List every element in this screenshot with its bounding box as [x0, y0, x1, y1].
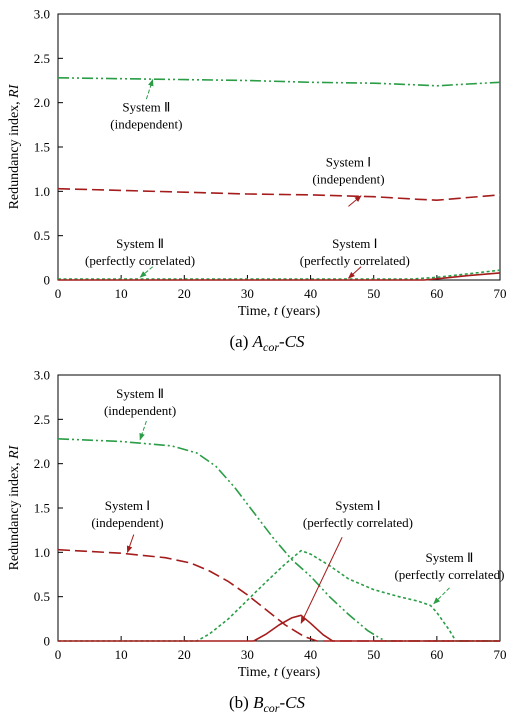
x-axis-label-suffix: (years) [278, 665, 321, 680]
x-tick-label: 50 [367, 286, 380, 301]
x-tick-label: 50 [367, 647, 380, 662]
caption-main: B [253, 693, 264, 712]
x-axis-label: Time, t (years) [238, 304, 321, 319]
x-tick-label: 40 [304, 647, 317, 662]
annotation-text: (independent) [110, 117, 182, 132]
annotation: System Ⅱ (perfectly correlated) [85, 236, 195, 278]
caption-tail: -CS [279, 693, 305, 712]
annotation-text: (perfectly correlated) [394, 567, 504, 582]
x-tick-label: 20 [178, 647, 191, 662]
y-axis-label-var: RI [7, 83, 22, 99]
annotation-arrow [433, 587, 450, 605]
y-tick-label: 2.0 [34, 95, 50, 110]
y-tick-label: 2.5 [34, 51, 50, 66]
annotation: System Ⅰ (independent) [91, 498, 164, 553]
panel-caption: (b) Bcor-CS [229, 693, 305, 715]
series-line-sys2_ind [57, 438, 500, 642]
y-tick-label: 0 [44, 634, 51, 649]
annotation-arrow [126, 534, 135, 553]
y-axis-label: Redundancy index, RI [7, 83, 22, 209]
panel-caption: (a) Acor-CS [229, 332, 305, 354]
annotation-text: (perfectly correlated) [300, 253, 410, 268]
x-tick-label: 20 [178, 286, 191, 301]
x-axis-label-var: t [274, 304, 279, 319]
y-axis-label-prefix: Redundancy index, [7, 98, 22, 210]
x-tick-label: 0 [55, 286, 62, 301]
caption-main: A [252, 332, 264, 351]
annotation-text: System Ⅰ [335, 498, 380, 513]
x-axis-label-suffix: (years) [278, 304, 321, 319]
x-tick-label: 0 [55, 647, 62, 662]
annotation-arrow [139, 420, 147, 441]
caption-tail: -CS [279, 332, 305, 351]
caption-subscript: cor [263, 701, 279, 715]
x-axis-label: Time, t (years) [238, 665, 321, 680]
annotation-text: (perfectly correlated) [303, 515, 413, 530]
caption-subscript: cor [263, 340, 279, 354]
annotation-arrow [348, 195, 362, 207]
x-axis-label-prefix: Time, [238, 665, 274, 680]
y-tick-label: 1.5 [34, 501, 50, 516]
annotation: System Ⅰ (perfectly correlated) [300, 498, 413, 624]
annotation-text: System Ⅰ [105, 498, 150, 513]
y-tick-label: 1.5 [34, 140, 50, 155]
chart-panel-1: 0 10 20 30 40 50 60 70 0 0.5 1.0 1.5 2.0 2.5 3.0 Time, … [7, 368, 507, 716]
y-tick-label: 0 [44, 273, 51, 288]
y-tick-label: 1.0 [34, 545, 50, 560]
annotation-text: (independent) [312, 172, 384, 187]
series-line-sys2_cor [58, 549, 500, 642]
y-axis-label-prefix: Redundancy index, [7, 459, 22, 571]
annotation-text: System Ⅰ [326, 155, 371, 170]
annotation-text: (independent) [91, 515, 163, 530]
annotation-arrow [347, 266, 362, 279]
y-axis-label: Redundancy index, RI [7, 444, 22, 570]
y-tick-label: 0.5 [34, 589, 50, 604]
y-tick-label: 3.0 [34, 368, 50, 383]
chart-panel-0: 0 10 20 30 40 50 60 70 0 0.5 1.0 1.5 2.0 2.5 3.0 Time, … [7, 7, 507, 355]
series-line-sys1_cor [58, 272, 501, 281]
annotation-text: System Ⅱ [116, 386, 164, 401]
caption-letter: (b) [229, 693, 253, 712]
x-tick-label: 70 [494, 286, 507, 301]
y-tick-label: 1.0 [34, 184, 50, 199]
annotation-text: System Ⅰ [332, 236, 377, 251]
y-tick-label: 2.5 [34, 412, 50, 427]
annotation: System Ⅰ (independent) [312, 155, 385, 207]
annotation-arrow [145, 78, 154, 100]
annotation-text: System Ⅱ [122, 100, 170, 115]
x-tick-label: 10 [115, 286, 128, 301]
annotation-text: (perfectly correlated) [85, 253, 195, 268]
series-line-sys1_ind [57, 187, 501, 201]
y-tick-label: 3.0 [34, 7, 50, 22]
x-tick-label: 30 [241, 286, 254, 301]
annotation-text: System Ⅱ [116, 236, 164, 251]
x-tick-label: 10 [115, 647, 128, 662]
annotation: System Ⅰ (perfectly correlated) [300, 236, 410, 279]
x-axis-label-var: t [274, 665, 279, 680]
x-tick-label: 60 [430, 647, 443, 662]
annotation-text: (independent) [104, 403, 176, 418]
annotation: System Ⅱ (independent) [110, 78, 183, 132]
series-line-sys2_cor [58, 269, 501, 280]
x-tick-label: 70 [494, 647, 507, 662]
x-tick-label: 60 [430, 286, 443, 301]
annotation-arrow [300, 537, 343, 624]
x-axis-label-prefix: Time, [238, 304, 274, 319]
y-tick-label: 2.0 [34, 456, 50, 471]
annotation-arrow [139, 266, 154, 278]
y-axis-label-var: RI [7, 444, 22, 460]
x-tick-label: 40 [304, 286, 317, 301]
y-tick-label: 0.5 [34, 228, 50, 243]
annotation: System Ⅱ (perfectly correlated) [394, 550, 505, 605]
series-line-sys2_ind [57, 77, 501, 87]
series-line-sys1_ind [57, 548, 500, 642]
caption-letter: (a) [229, 332, 252, 351]
annotation-text: System Ⅱ [426, 550, 474, 565]
x-tick-label: 30 [241, 647, 254, 662]
annotation: System Ⅱ (independent) [104, 386, 176, 441]
series-line-sys1_cor [58, 614, 500, 642]
